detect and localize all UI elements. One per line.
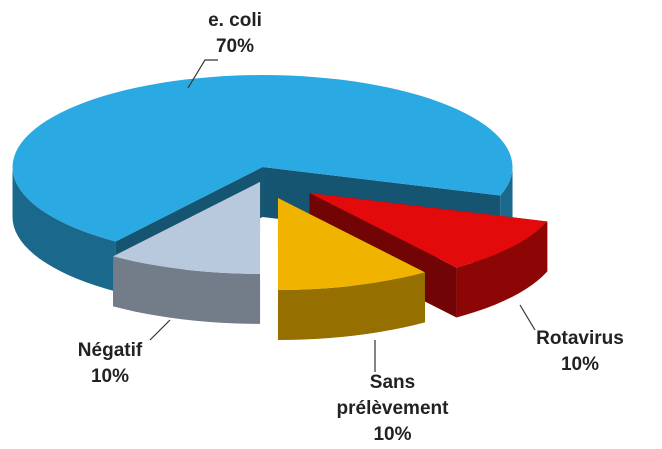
slice-label: Négatif 10% xyxy=(45,338,175,390)
slice-wall xyxy=(12,167,116,292)
value-label: 70% xyxy=(215,36,255,57)
leader-lines xyxy=(149,59,536,372)
slice-wall xyxy=(113,256,261,324)
slice xyxy=(309,193,548,268)
slice-label: Rotavirus 10% xyxy=(515,326,645,378)
slice xyxy=(277,197,425,290)
slice-wall xyxy=(277,272,425,340)
slice xyxy=(12,75,513,242)
category-label: Négatif xyxy=(77,340,143,361)
value-label: 10% xyxy=(560,354,600,375)
value-label: 10% xyxy=(90,366,130,387)
leader-line xyxy=(187,59,218,89)
slice-wall xyxy=(456,221,548,318)
value-label: 10% xyxy=(373,424,412,445)
slice-label: e. coli 70% xyxy=(170,8,300,60)
leader-line xyxy=(149,319,171,341)
leader-line xyxy=(519,304,536,331)
slice-label: Sans prélèvement 10% xyxy=(330,370,455,448)
category-label: e. coli xyxy=(208,10,262,31)
category-label: Rotavirus xyxy=(536,328,624,349)
category-label: Sans prélèvement xyxy=(336,372,449,419)
slice xyxy=(113,181,261,274)
